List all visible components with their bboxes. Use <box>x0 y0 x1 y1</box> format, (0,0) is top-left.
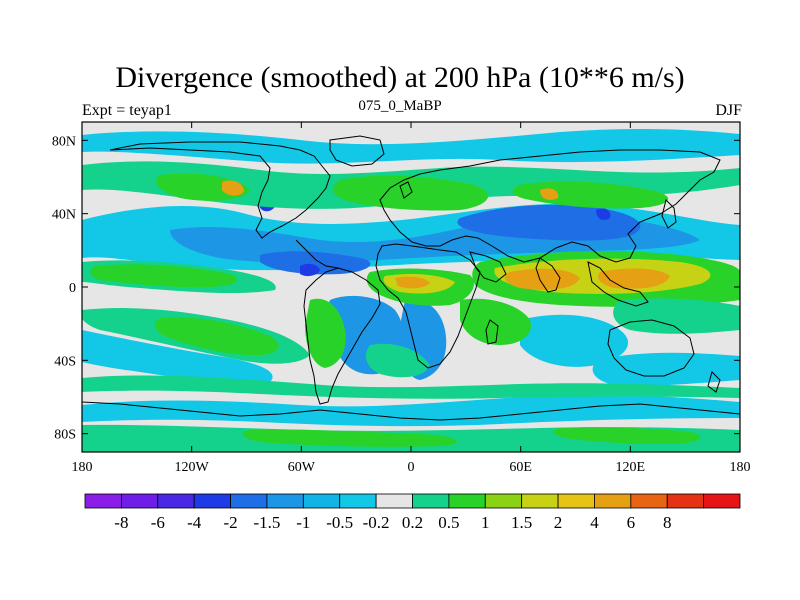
colorbar-label: 6 <box>627 513 636 532</box>
pos-south-america-east <box>305 298 346 368</box>
colorbar-swatch <box>375 493 413 509</box>
coastlines <box>82 135 740 421</box>
coast-madagascar <box>485 319 499 345</box>
neg-south-band <box>82 330 273 384</box>
colorbar-swatch <box>521 493 559 509</box>
pos-orange-asia <box>540 188 559 200</box>
colorbar-swatch <box>594 493 632 509</box>
lon-label: 120E <box>616 460 646 475</box>
colorbar: -8 -6 -4 -2 -1.5 -1 -0.5 -0.2 0.2 0.5 1 1.5 2 4 6 8 <box>84 493 741 532</box>
colorbar-label: 1.5 <box>511 513 532 532</box>
pos-asia-north <box>512 181 669 209</box>
coast-antarctica <box>82 401 740 421</box>
pos-antarctic-core <box>242 429 458 447</box>
colorbar-label: -0.5 <box>326 513 353 532</box>
colorbar-swatch <box>339 493 377 509</box>
pos-equatorial-max <box>504 268 580 290</box>
neg-max-spot-1 <box>300 263 320 277</box>
neg-max-spot-2 <box>596 208 611 220</box>
pos-atlantic-max <box>395 276 430 289</box>
pos-southern-band <box>82 375 740 399</box>
colorbar-label: -0.2 <box>363 513 390 532</box>
colorbar-swatch <box>230 493 268 509</box>
coast-eurasia <box>379 149 721 263</box>
colorbar-label: -4 <box>187 513 202 532</box>
lat-label: 80N <box>52 134 76 149</box>
lon-label: 180 <box>730 460 751 475</box>
colorbar-swatch <box>630 493 668 509</box>
coast-central-america <box>295 239 339 269</box>
colorbar-swatch <box>703 493 741 509</box>
coast-south-america <box>303 267 381 405</box>
colorbar-swatch <box>484 493 523 509</box>
pos-south-pacific-core <box>155 317 279 356</box>
colorbar-label: -6 <box>151 513 165 532</box>
colorbar-swatch <box>157 493 195 509</box>
pos-orange-north-pacific <box>222 180 244 196</box>
coast-africa <box>375 243 481 369</box>
pos-south-atlantic <box>365 343 430 378</box>
lat-label: 40S <box>54 354 76 369</box>
neg-strong-pacific <box>260 251 371 275</box>
coast-greenland <box>329 135 385 167</box>
coast-new-zealand <box>707 371 721 393</box>
colorbar-swatch <box>120 493 159 509</box>
colorbar-label: 0.2 <box>402 513 423 532</box>
coast-japan <box>661 199 677 229</box>
colorbar-swatch <box>266 493 304 509</box>
colorbar-label: 2 <box>554 513 563 532</box>
coast-australia <box>607 319 695 377</box>
colorbar-swatch <box>666 493 705 509</box>
lon-label: 120W <box>175 460 210 475</box>
lon-label: 0 <box>408 460 415 475</box>
neg-southern-ocean <box>82 394 740 427</box>
colorbar-label: 8 <box>663 513 672 532</box>
colorbar-swatch <box>84 493 122 509</box>
neg-band-north <box>82 128 740 164</box>
colorbar-swatch <box>412 493 450 509</box>
colorbar-swatch <box>448 493 486 509</box>
lon-label: 180 <box>72 460 93 475</box>
experiment-label: Expt = teyap1 <box>82 102 172 119</box>
period-label: 075_0_MaBP <box>358 98 442 114</box>
colorbar-label: -2 <box>223 513 237 532</box>
latitude-axis: 80N 40N 0 40S 80S <box>52 134 740 443</box>
coast-north-america <box>109 141 331 239</box>
lat-label: 0 <box>69 281 76 296</box>
neg-indian-ocean <box>520 314 629 367</box>
pos-equatorial-core-west <box>90 264 238 288</box>
longitude-axis: 180 120W 60W 0 60E 120E 180 <box>72 122 751 475</box>
plot-title: Divergence (smoothed) at 200 hPa (10**6 … <box>115 61 685 94</box>
colorbar-label: -1.5 <box>253 513 280 532</box>
colorbar-label: 0.5 <box>438 513 459 532</box>
lat-label: 40N <box>52 208 76 223</box>
pos-south-indian-2 <box>613 298 740 334</box>
colorbar-swatch <box>193 493 231 509</box>
coast-southeast-asia <box>587 261 649 307</box>
colorbar-swatch <box>302 493 341 509</box>
divergence-field <box>82 122 740 452</box>
season-label: DJF <box>715 102 742 119</box>
neg-strong-asia <box>457 204 641 241</box>
colorbar-label: -1 <box>296 513 310 532</box>
lat-label: 80S <box>54 428 76 443</box>
colorbar-label: -8 <box>114 513 128 532</box>
pos-antarctic-core-2 <box>553 427 701 444</box>
lon-label: 60W <box>288 460 316 475</box>
colorbar-label: 4 <box>590 513 599 532</box>
coast-india <box>535 257 561 293</box>
coast-arabia <box>469 251 507 283</box>
coast-uk <box>399 181 413 199</box>
pos-south-indian <box>460 298 531 345</box>
lon-label: 60E <box>509 460 532 475</box>
colorbar-swatch <box>557 493 595 509</box>
neg-pacific-south <box>592 352 740 386</box>
pos-mid-north <box>156 173 250 201</box>
colorbar-label: 1 <box>481 513 490 532</box>
